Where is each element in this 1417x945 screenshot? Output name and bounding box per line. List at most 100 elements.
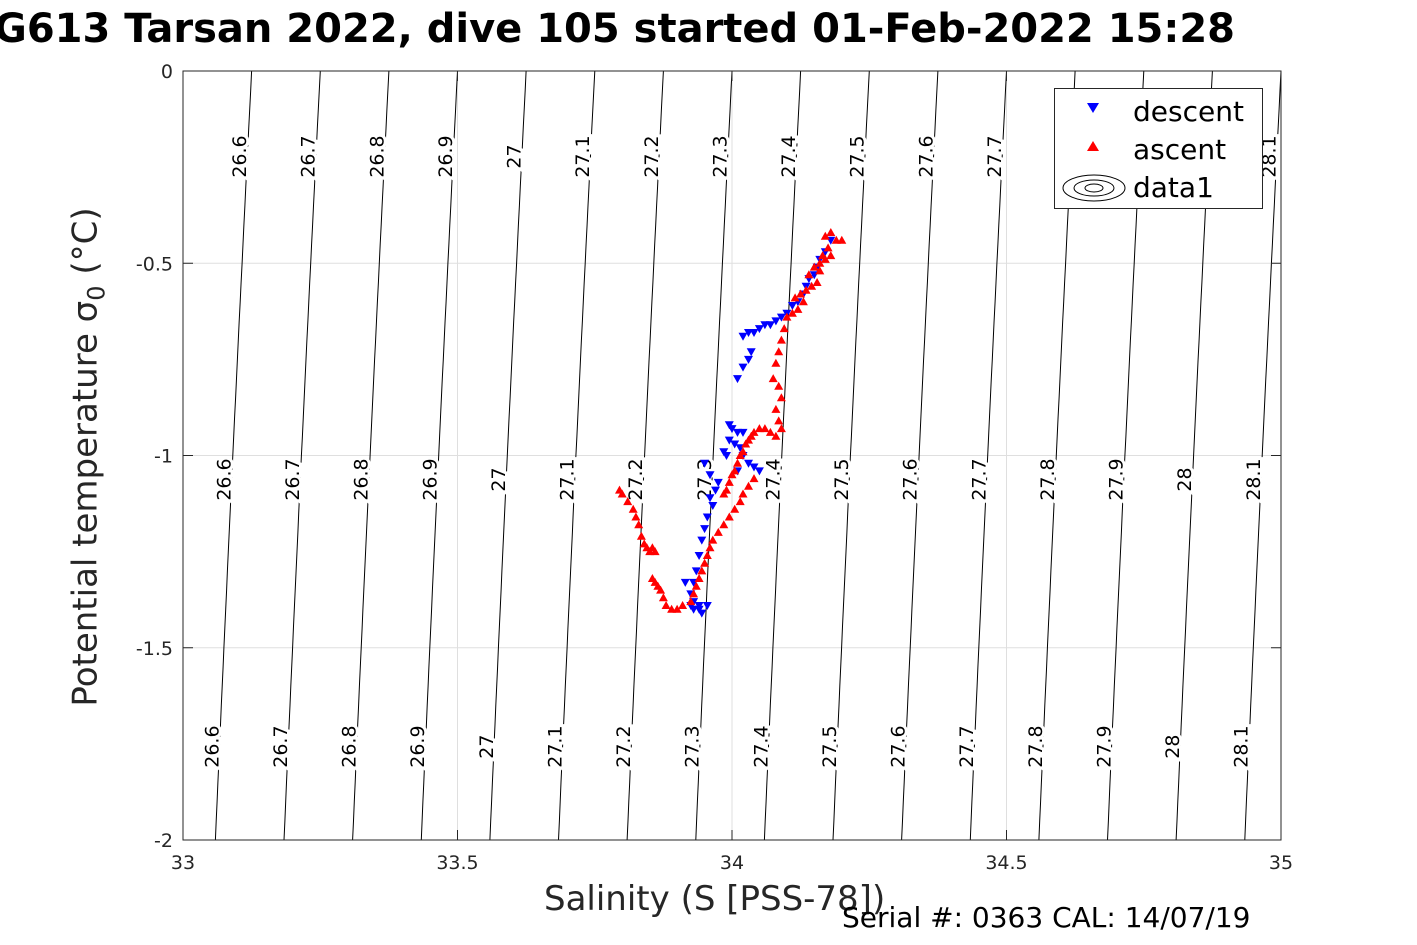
- x-tick-label: 33.5: [436, 852, 478, 874]
- ascent-point: [796, 289, 806, 298]
- contour-label: 26.8: [351, 458, 373, 500]
- contour-label: 26.9: [435, 135, 457, 177]
- ascent-point: [826, 228, 836, 236]
- contour-label: 27.1: [572, 135, 594, 177]
- ascent-point: [749, 474, 759, 483]
- contour-label: 27.4: [778, 135, 800, 177]
- legend-label-data1: data1: [1133, 171, 1214, 204]
- descent-point: [760, 321, 770, 330]
- contour-label: 27.1: [557, 458, 579, 500]
- descent-point: [754, 325, 764, 334]
- x-tick-label: 35: [1269, 852, 1293, 874]
- chart-title: G613 Tarsan 2022, dive 105 started 01-Fe…: [0, 6, 1236, 52]
- contour-label: 27.6: [888, 725, 910, 767]
- isopycnal-line: [969, 70, 1007, 841]
- x-axis-ticks: 33 33.5 34 34.5 35: [171, 71, 1293, 874]
- descent-point: [744, 355, 753, 364]
- ascent-point: [774, 416, 784, 425]
- descent-point: [738, 428, 748, 437]
- contour-label: 27.3: [682, 725, 704, 767]
- contour-label: 27.7: [984, 135, 1006, 177]
- isopycnal-line: [626, 70, 664, 841]
- ascent-point: [798, 297, 808, 306]
- isopycnal-line: [901, 70, 939, 841]
- contour-label: 27: [488, 467, 510, 491]
- contour-label: 27.6: [915, 135, 937, 177]
- isopycnal-line: [763, 70, 802, 841]
- ascent-point: [686, 597, 696, 606]
- contour-label: 27.1: [544, 725, 566, 767]
- contour-label: 26.7: [270, 725, 292, 767]
- descent-point: [733, 375, 742, 384]
- contour-label: 26.7: [298, 135, 320, 177]
- contour-label: 27.7: [956, 725, 978, 767]
- contour-label: 27: [476, 735, 498, 759]
- contour-label: 26.6: [214, 458, 236, 500]
- ascent-point: [826, 251, 836, 260]
- isopycnal-line: [832, 70, 870, 841]
- ascent-point: [774, 347, 784, 356]
- isopycnal-line: [352, 70, 390, 841]
- grid-lines: [183, 71, 1281, 840]
- ascent-point: [812, 278, 822, 286]
- ascent-point: [741, 439, 751, 448]
- legend-label-descent: descent: [1133, 95, 1244, 128]
- isopycnal-line: [1244, 70, 1282, 841]
- ascent-point: [754, 424, 764, 433]
- ascent-point: [787, 308, 797, 317]
- ascent-point: [702, 551, 712, 559]
- ascent-point: [727, 470, 737, 479]
- contour-label: 27.4: [750, 725, 772, 767]
- contour-legend-icon: [1062, 174, 1126, 202]
- descent-point: [738, 332, 748, 341]
- ascent-point: [724, 477, 734, 486]
- descent-point: [711, 486, 720, 495]
- x-axis-label: Salinity (S [PSS-78]): [544, 879, 886, 919]
- ascent-point: [735, 451, 745, 459]
- ascent-point: [782, 312, 792, 321]
- descent-point: [749, 463, 759, 472]
- ascent-point: [776, 393, 786, 402]
- ascent-point: [639, 539, 649, 548]
- ascent-point: [661, 601, 671, 609]
- descent-point: [700, 459, 710, 468]
- ascent-point: [719, 489, 729, 498]
- ascent-point: [724, 512, 734, 521]
- y-tick-label: -2: [154, 830, 173, 852]
- contour-label: 27.5: [847, 135, 869, 177]
- ascent-point: [738, 489, 748, 498]
- contour-label: 27.2: [641, 135, 663, 177]
- descent-marker-icon: [1087, 103, 1099, 113]
- ascent-point: [776, 424, 786, 433]
- ascent-point: [790, 293, 800, 302]
- ascent-point: [636, 531, 646, 540]
- isopycnal-line: [214, 70, 253, 841]
- x-tick-label: 34.5: [985, 852, 1027, 874]
- descent-point: [746, 348, 756, 357]
- ascent-point: [801, 285, 811, 294]
- isopycnal-line: [558, 70, 596, 841]
- descent-point: [691, 567, 701, 576]
- ascent-point: [631, 512, 641, 521]
- descent-point: [727, 425, 737, 434]
- contour-label: 27.8: [1025, 725, 1047, 767]
- ascent-point: [730, 504, 740, 513]
- legend-item-descent: descent: [1055, 93, 1262, 129]
- ascent-point: [628, 504, 638, 513]
- descent-point: [702, 513, 712, 522]
- ascent-point: [691, 581, 701, 590]
- ascent-point: [820, 254, 830, 263]
- contour-label: 26.8: [339, 725, 361, 767]
- contour-label: 26.9: [419, 458, 441, 500]
- descent-point: [697, 536, 707, 545]
- contour-label: 27.9: [1106, 458, 1128, 500]
- contour-label: 26.8: [366, 135, 388, 177]
- ascent-point: [815, 258, 825, 267]
- ascent-point: [771, 404, 781, 413]
- ascent-point: [697, 566, 707, 575]
- descent-point: [738, 363, 748, 372]
- ascent-point: [689, 589, 699, 598]
- ascent-point: [658, 593, 668, 602]
- density-contours: 26.6 26.6 26.6 26.7 26.7 26.7 26.8 26.8 26.8 26.9…: [198, 70, 1283, 841]
